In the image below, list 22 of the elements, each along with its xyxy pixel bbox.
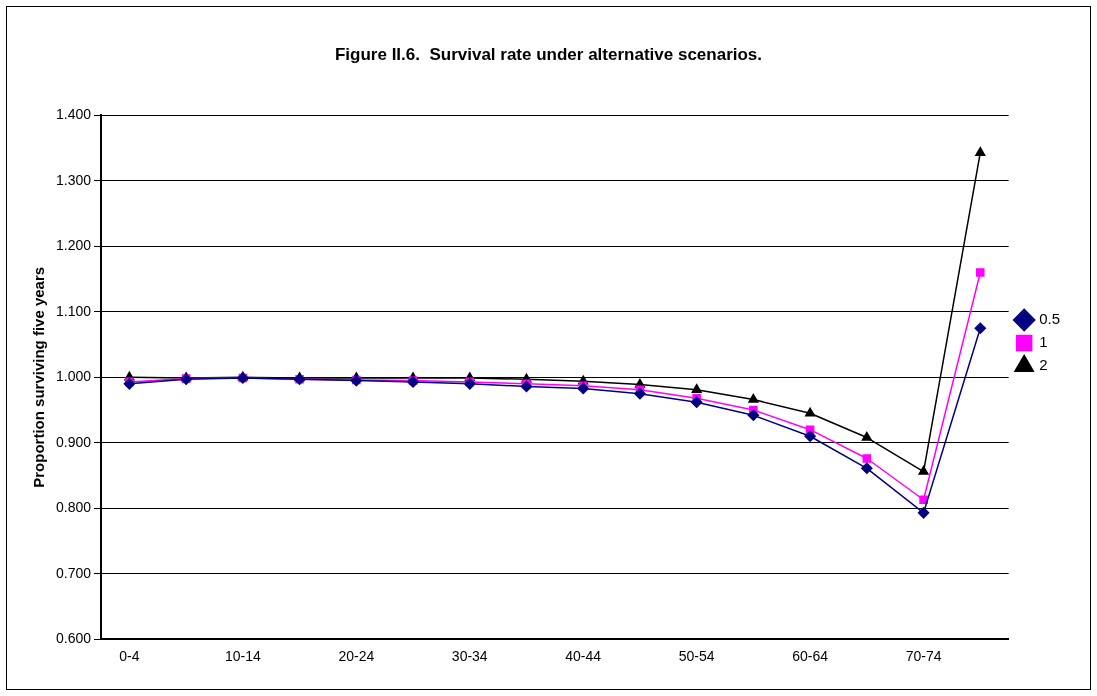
x-tick-label: 10-14 [224, 648, 261, 665]
chart-title: Figure II.6. Survival rate under alternative scenarios. [334, 44, 763, 64]
y-tick-label: 1.200 [55, 237, 92, 254]
y-tick-label: 0.800 [55, 499, 92, 516]
x-tick-label: 60-64 [792, 648, 829, 665]
legend-label: 1 [1039, 333, 1048, 351]
x-tick-label: 0-4 [119, 648, 140, 665]
x-tick-label: 40-44 [565, 648, 602, 665]
y-tick-label: 1.300 [55, 171, 92, 188]
x-tick-label: 50-54 [678, 648, 715, 665]
y-tick-label: 0.700 [55, 564, 92, 581]
y-tick-label: 1.400 [55, 106, 92, 123]
x-tick-label: 30-34 [451, 648, 488, 665]
y-tick-label: 1.100 [55, 302, 92, 319]
legend-label: 0.5 [1039, 310, 1061, 328]
x-tick-label: 70-74 [905, 648, 942, 665]
y-tick-label: 0.900 [55, 433, 92, 450]
y-tick-label: 1.000 [55, 368, 92, 385]
y-tick-label: 0.600 [55, 630, 92, 647]
x-tick-label: 20-24 [338, 648, 375, 665]
legend-label: 2 [1039, 356, 1048, 374]
y-axis-title: Proportion surviving five years [30, 266, 48, 488]
